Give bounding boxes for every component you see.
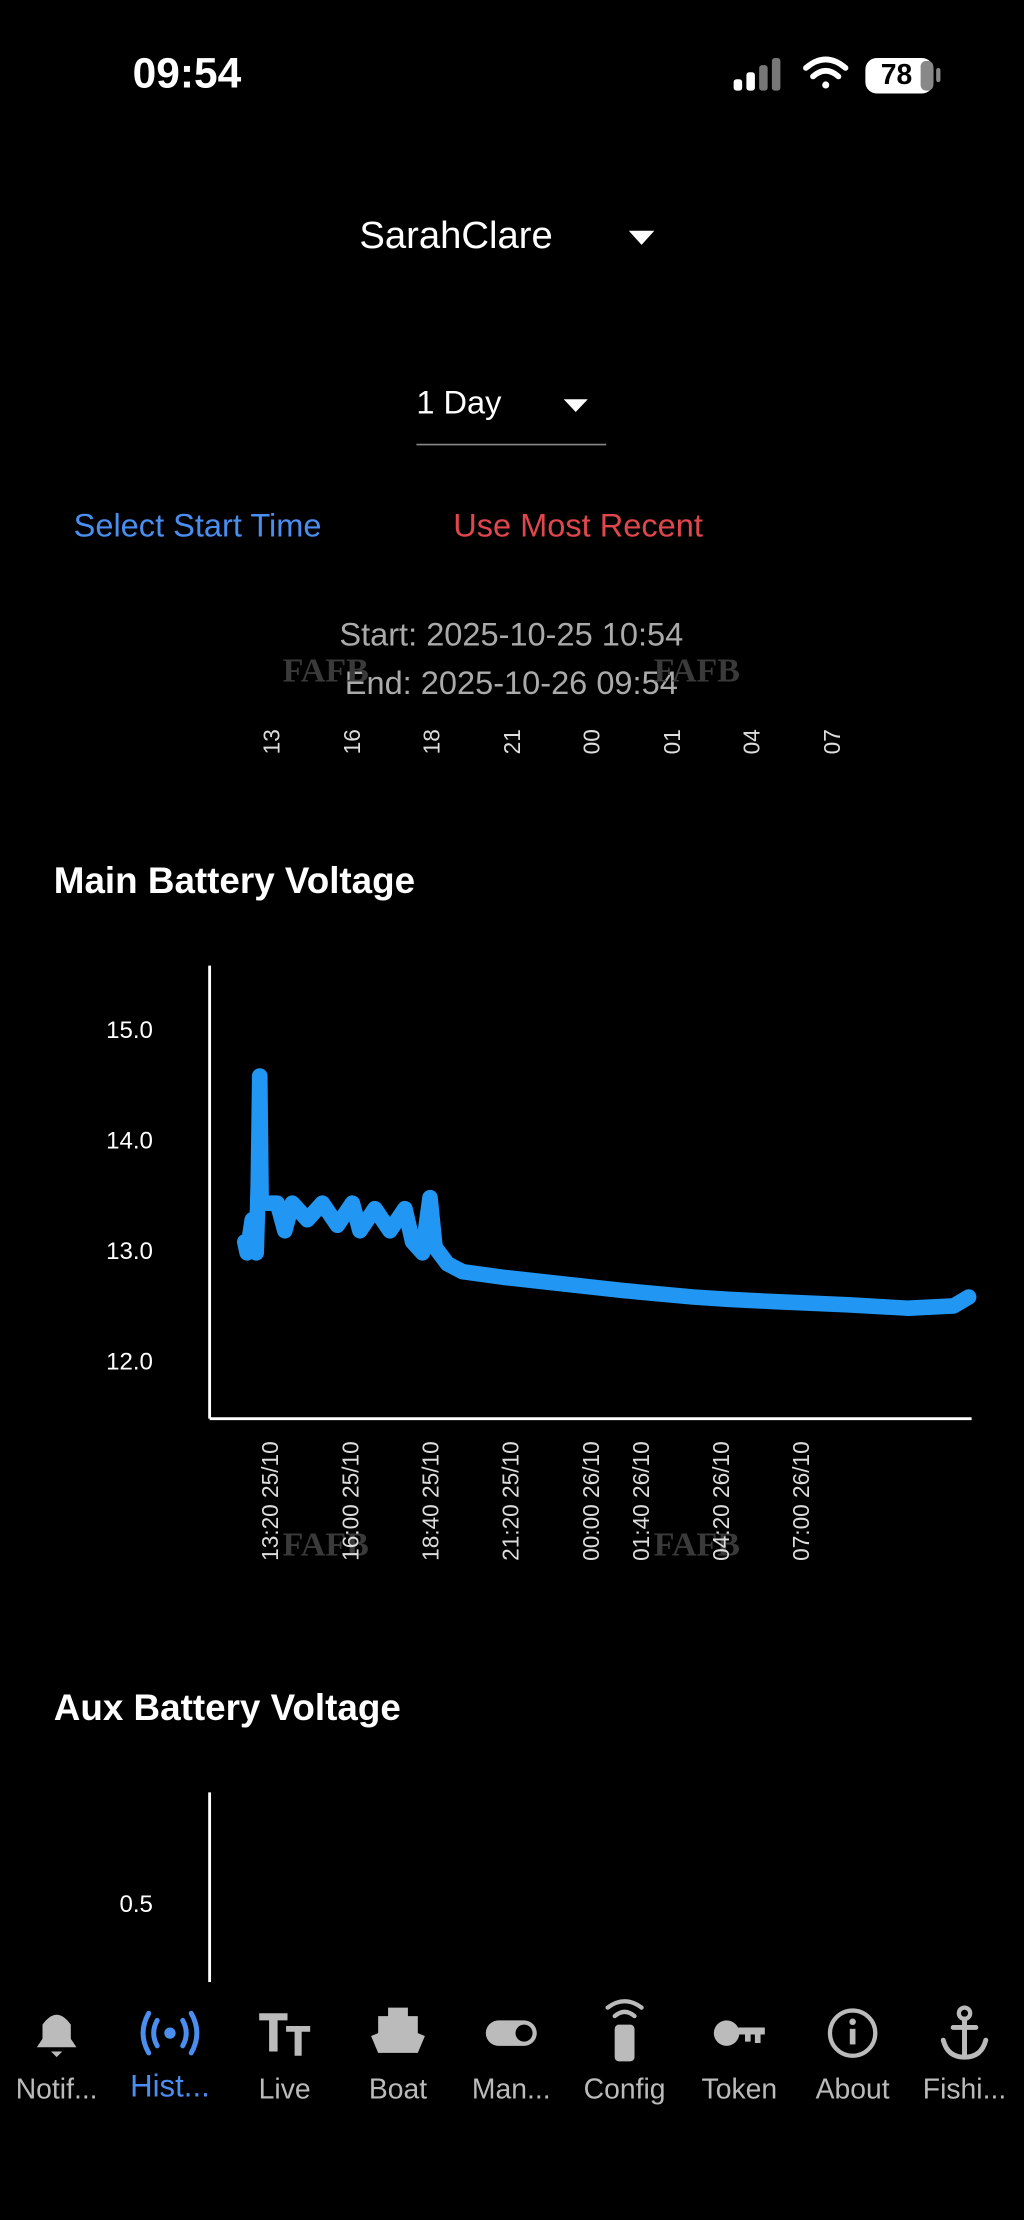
select-start-button[interactable]: Select Start Time bbox=[74, 508, 322, 544]
period-dropdown[interactable]: 1 Day bbox=[416, 385, 607, 446]
x-tick-label: 07:00 26/10 bbox=[788, 1441, 814, 1561]
boat-name: SarahClare bbox=[359, 214, 552, 257]
y-tick-label: 15.0 bbox=[106, 1017, 153, 1044]
nav-label: Fishi... bbox=[923, 2074, 1006, 2106]
nav-item[interactable]: Notif... bbox=[16, 2014, 98, 2106]
status-time: 09:54 bbox=[133, 51, 242, 98]
use-most-recent-button[interactable]: Use Most Recent bbox=[453, 508, 703, 544]
nav-item[interactable]: Fishi... bbox=[923, 2005, 1006, 2106]
battery-level: 78 bbox=[881, 59, 913, 91]
nav-item[interactable]: Token bbox=[702, 2020, 778, 2106]
x-tick-label: 01 bbox=[659, 729, 685, 754]
nav-item[interactable]: Boat bbox=[369, 2007, 427, 2106]
bottom-nav: Notif... Hist... Live Boat Man... Config Token… bbox=[0, 1982, 1024, 2220]
y-tick-label: 0.5 bbox=[120, 1891, 153, 1918]
x-tick-label: 18 bbox=[418, 729, 444, 754]
icon-boat bbox=[371, 2007, 425, 2053]
x-tick-label: 13:20 25/10 bbox=[257, 1441, 283, 1561]
x-tick-label: 16:00 25/10 bbox=[337, 1441, 363, 1561]
x-tick-label: 21 bbox=[499, 729, 525, 754]
range-end: End: 2025-10-26 09:54 bbox=[345, 665, 678, 701]
charts: 13 16 18 21 00 01 04 07 Main Battery Voltage 12.0… bbox=[54, 729, 977, 1983]
icon-waves bbox=[140, 2010, 200, 2056]
boat-dropdown[interactable]: SarahClare bbox=[359, 214, 655, 257]
icon-remote bbox=[614, 2024, 635, 2062]
nav-item[interactable]: Hist... bbox=[130, 2010, 210, 2104]
x-tick-label: 13 bbox=[258, 729, 284, 754]
battery-icon: 78 bbox=[865, 58, 941, 94]
nav-item[interactable]: Live bbox=[259, 2013, 311, 2106]
watermark: FAFB bbox=[654, 1526, 740, 1563]
x-tick-label: 00:00 26/10 bbox=[578, 1441, 604, 1561]
chart-title: Aux Battery Voltage bbox=[54, 1687, 401, 1728]
nav-item[interactable]: Man... bbox=[472, 2020, 551, 2106]
nav-item[interactable]: About bbox=[816, 2008, 890, 2106]
x-tick-label: 04 bbox=[738, 729, 764, 754]
y-tick-label: 12.0 bbox=[106, 1349, 153, 1376]
icon-dot bbox=[164, 2027, 176, 2039]
watermark: FAFB bbox=[654, 653, 740, 690]
icon-bell bbox=[36, 2014, 77, 2058]
nav-item[interactable]: Config bbox=[584, 1999, 666, 2106]
nav-label: Boat bbox=[369, 2074, 427, 2106]
x-tick-label: 00 bbox=[578, 729, 604, 754]
period-value: 1 Day bbox=[416, 385, 502, 421]
nav-label: Config bbox=[584, 2074, 666, 2106]
nav-label: Token bbox=[702, 2074, 778, 2106]
nav-label: Live bbox=[259, 2074, 311, 2106]
nav-label: Notif... bbox=[16, 2074, 98, 2106]
dropdown-arrow bbox=[563, 399, 588, 413]
icon-text bbox=[259, 2013, 311, 2056]
icon-info-dot bbox=[849, 2018, 856, 2026]
y-tick-label: 13.0 bbox=[106, 1238, 153, 1265]
icon-info bbox=[827, 2008, 878, 2058]
x-tick-label: 21:20 25/10 bbox=[498, 1441, 524, 1561]
x-tick-label: 01:40 26/10 bbox=[628, 1441, 654, 1561]
data-line bbox=[236, 1068, 977, 1317]
nav-label: Man... bbox=[472, 2074, 551, 2106]
icon-key-head bbox=[713, 2020, 740, 2046]
x-tick-label: 16 bbox=[339, 729, 365, 754]
x-tick-label: 18:40 25/10 bbox=[418, 1441, 444, 1561]
nav-label: About bbox=[816, 2074, 890, 2106]
watermark: FAFB bbox=[283, 653, 369, 690]
dropdown-arrow bbox=[628, 230, 655, 245]
icon-knob bbox=[515, 2024, 533, 2042]
icon-signal bbox=[605, 1999, 644, 2019]
nav-label: Hist... bbox=[130, 2069, 210, 2104]
watermark: FAFB bbox=[283, 1526, 369, 1563]
wifi-icon bbox=[803, 56, 849, 89]
x-tick-label: 04:20 26/10 bbox=[708, 1441, 734, 1561]
range-start: Start: 2025-10-25 10:54 bbox=[339, 617, 683, 653]
icon-key-shaft bbox=[736, 2027, 765, 2044]
x-tick-label: 07 bbox=[819, 729, 845, 754]
icon-info-bar bbox=[849, 2028, 856, 2045]
signal-icon bbox=[733, 58, 781, 91]
chart-title: Main Battery Voltage bbox=[54, 860, 415, 901]
y-tick-label: 14.0 bbox=[106, 1128, 153, 1155]
icon-anchor bbox=[940, 2016, 989, 2060]
icon-anchor-ring bbox=[956, 2005, 973, 2022]
